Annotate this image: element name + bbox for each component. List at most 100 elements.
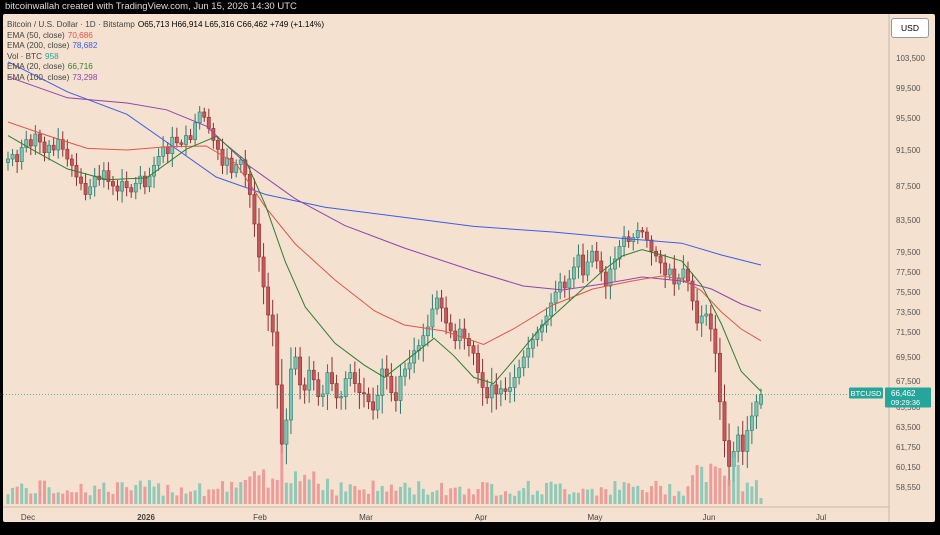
- volume-bar: [257, 475, 261, 504]
- candle-body: [357, 383, 362, 394]
- candle-body: [69, 158, 74, 166]
- candle-body: [471, 345, 476, 354]
- volume-bar: [695, 465, 699, 504]
- candle-body: [581, 254, 585, 276]
- candle-body: [517, 367, 522, 378]
- y-tick-label: 69,500: [896, 353, 921, 362]
- candle-body: [270, 314, 275, 333]
- volume-bar: [722, 475, 726, 504]
- volume-bar: [11, 487, 15, 504]
- volume-bar: [522, 488, 526, 504]
- candle-body: [202, 111, 207, 118]
- candle-body: [33, 133, 38, 147]
- legend-label: EMA (50, close): [7, 30, 65, 40]
- candle-body: [375, 394, 380, 411]
- volume-bar: [56, 492, 60, 504]
- volume-bar: [61, 493, 65, 504]
- volume-bar: [453, 487, 457, 504]
- candle-body: [51, 144, 56, 151]
- volume-bar: [143, 486, 147, 504]
- currency-button[interactable]: USD: [891, 18, 929, 38]
- candle-body: [289, 368, 293, 421]
- chart-panel[interactable]: 58,550 60,150 61,750 63,500 65,500 67,500 69,5…: [3, 14, 935, 522]
- candle-body: [293, 356, 298, 370]
- volume-bar: [371, 480, 375, 504]
- candle-body: [754, 401, 759, 417]
- legend-label: EMA (200, close): [7, 41, 70, 50]
- candle-body: [430, 308, 435, 328]
- symbol-tag: [849, 387, 883, 399]
- candle-body: [640, 230, 645, 233]
- candle-body: [161, 146, 166, 157]
- ema-50-line: [7, 121, 762, 346]
- volume-bar: [645, 492, 649, 504]
- candle-body: [448, 322, 453, 332]
- chart-header: bitcoinwallah created with TradingView.c…: [5, 1, 297, 12]
- volume-bar: [93, 485, 97, 504]
- candle-body: [343, 378, 348, 397]
- volume-bar: [586, 489, 590, 504]
- candle-body: [708, 313, 713, 330]
- volume-bar: [111, 493, 115, 504]
- volume-bar: [120, 482, 124, 504]
- volume-bar: [179, 487, 183, 504]
- candle-body: [407, 362, 412, 370]
- volume-bar: [102, 482, 106, 504]
- volume-bar: [636, 485, 640, 504]
- candle-body: [320, 393, 325, 397]
- volume-bar: [449, 488, 453, 504]
- volume-bar: [700, 466, 704, 504]
- volume-bar: [426, 494, 430, 504]
- candle-body: [467, 337, 471, 347]
- volume-bar: [554, 484, 558, 504]
- volume-bar: [430, 492, 434, 504]
- volume-bar: [275, 479, 279, 504]
- volume-bar: [20, 483, 24, 504]
- volume-bar: [266, 487, 270, 504]
- candle-body: [749, 415, 754, 431]
- candle-body: [759, 394, 763, 405]
- legend-row: EMA (100, close) 73,298: [7, 73, 324, 84]
- candle-body: [494, 384, 499, 395]
- volume-bar: [398, 486, 402, 504]
- volume-bar: [29, 493, 33, 504]
- volume-bar: [531, 494, 535, 504]
- volume-bar: [157, 483, 161, 504]
- candle-body: [115, 185, 120, 192]
- volume-bar: [152, 486, 156, 504]
- volume-bar: [627, 483, 631, 504]
- candle-body: [571, 266, 576, 280]
- candle-body: [371, 401, 375, 411]
- volume-bar: [549, 481, 553, 504]
- volume-bar: [672, 495, 676, 504]
- candle-body: [330, 372, 334, 384]
- candle-body: [590, 250, 595, 263]
- candle-body: [334, 383, 339, 399]
- y-tick-label: 71,500: [896, 328, 921, 337]
- volume-bar: [15, 486, 19, 504]
- volume-bar: [686, 486, 690, 504]
- volume-bar: [412, 494, 416, 504]
- volume-bar: [513, 495, 517, 504]
- volume-bar: [590, 488, 594, 504]
- price-chart[interactable]: 58,550 60,150 61,750 63,500 65,500 67,500 69,5…: [3, 14, 935, 522]
- volume-bar: [88, 495, 92, 504]
- y-tick-label: 73,500: [896, 308, 921, 317]
- y-tick-label: 60,150: [896, 463, 921, 472]
- candle-body: [348, 372, 353, 379]
- x-tick-label: Jun: [703, 513, 716, 522]
- candle-body: [695, 300, 700, 324]
- volume-bar: [467, 488, 471, 504]
- candle-body: [736, 434, 741, 452]
- candle-body: [521, 356, 526, 369]
- candle-body: [389, 375, 394, 394]
- candle-body: [663, 262, 668, 276]
- volume-bar: [618, 489, 622, 504]
- volume-bar: [394, 490, 398, 504]
- volume-bar: [134, 485, 138, 504]
- candle-body: [457, 328, 462, 342]
- candle-body: [594, 250, 599, 262]
- volume-bar: [471, 494, 475, 504]
- volume-bar: [316, 483, 320, 504]
- candle-body: [380, 368, 385, 396]
